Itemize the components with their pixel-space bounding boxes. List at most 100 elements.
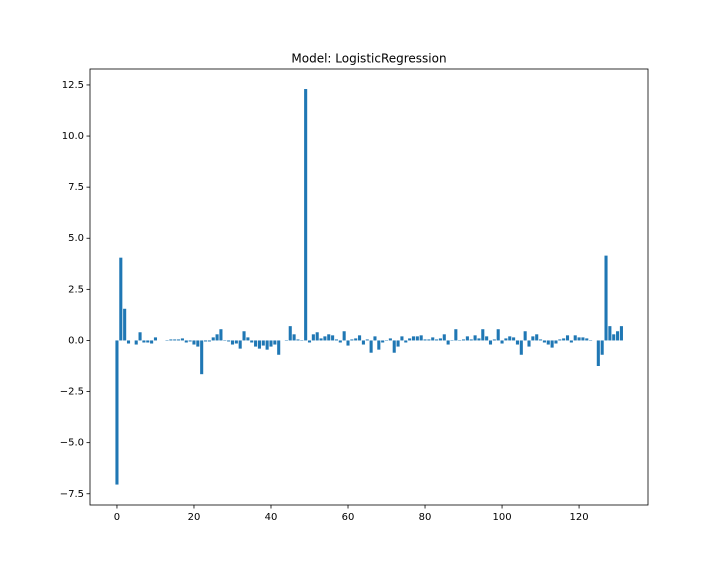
bar <box>227 340 231 342</box>
bar <box>230 340 235 345</box>
x-tick-label: 100 <box>493 512 512 523</box>
bar <box>619 326 623 341</box>
bar <box>215 334 219 341</box>
bar <box>477 338 481 341</box>
bar <box>234 340 238 344</box>
bar <box>319 338 323 341</box>
bar <box>169 339 173 341</box>
x-tick-label: 20 <box>188 512 201 523</box>
bar <box>531 336 535 341</box>
y-tick-label: 7.5 <box>68 182 84 193</box>
bar <box>269 340 273 347</box>
bar <box>523 331 527 341</box>
bar <box>608 326 612 341</box>
bar <box>273 340 277 345</box>
bar <box>361 340 365 345</box>
bar <box>535 334 539 341</box>
x-tick-label: 80 <box>419 512 432 523</box>
bar <box>427 339 431 341</box>
bar <box>504 338 508 341</box>
bar <box>423 339 427 341</box>
bar <box>465 336 469 341</box>
bar <box>119 257 123 341</box>
bar <box>404 340 408 343</box>
bar <box>200 340 204 375</box>
bar <box>265 340 269 350</box>
bar <box>527 340 531 347</box>
bar <box>408 338 412 341</box>
bar <box>585 338 589 341</box>
bar <box>219 329 223 341</box>
bar <box>354 338 358 341</box>
bar <box>600 340 604 355</box>
bar <box>254 340 258 347</box>
bar <box>419 335 423 341</box>
bar <box>469 339 473 341</box>
bar <box>481 329 485 341</box>
bar <box>257 340 261 349</box>
bar <box>277 340 281 355</box>
y-tick-label: 0.0 <box>68 335 84 346</box>
y-tick-label: −7.5 <box>60 489 84 500</box>
bar <box>496 329 500 341</box>
bar <box>188 340 192 342</box>
bar <box>138 332 142 341</box>
bar <box>512 337 516 341</box>
bar <box>542 340 546 343</box>
bar <box>492 339 496 341</box>
bar <box>150 340 154 344</box>
bar <box>242 331 246 341</box>
bar <box>519 340 523 355</box>
bar <box>296 339 300 341</box>
y-tick-label: −5.0 <box>60 438 84 449</box>
bar <box>334 339 338 341</box>
bar <box>207 340 211 342</box>
bar <box>115 340 119 485</box>
bar <box>134 340 138 345</box>
bar <box>292 334 296 341</box>
x-tick-label: 120 <box>570 512 589 523</box>
bar <box>554 340 558 344</box>
bar <box>388 338 392 341</box>
bar <box>153 337 158 341</box>
bar <box>331 335 335 341</box>
bar <box>192 340 196 345</box>
bar <box>462 339 466 341</box>
bar <box>369 340 373 353</box>
bar <box>435 339 439 341</box>
bar <box>508 336 512 341</box>
bar <box>211 337 215 341</box>
bar <box>604 255 608 341</box>
bar <box>596 340 600 367</box>
bar <box>261 340 265 346</box>
bar <box>515 340 519 345</box>
bar <box>581 337 585 341</box>
bar <box>488 340 493 345</box>
bar <box>304 89 308 341</box>
bar <box>616 331 620 341</box>
bar <box>315 332 319 341</box>
bar <box>307 340 312 343</box>
bar <box>546 340 550 345</box>
bar <box>562 338 566 341</box>
bar <box>550 340 554 348</box>
bar <box>392 340 396 353</box>
chart-title: Model: LogisticRegression <box>291 52 446 66</box>
bar <box>327 334 331 341</box>
bar <box>485 336 489 341</box>
bar <box>246 337 250 341</box>
bar <box>342 331 346 341</box>
bar <box>123 308 127 341</box>
y-tick-label: 5.0 <box>68 233 84 244</box>
bar <box>565 335 570 341</box>
bar <box>365 339 369 341</box>
bar <box>539 339 543 341</box>
bar <box>415 336 419 341</box>
bar <box>454 329 458 341</box>
bar <box>612 334 616 341</box>
bar <box>311 334 315 341</box>
bar <box>431 337 435 341</box>
bar <box>196 340 200 347</box>
